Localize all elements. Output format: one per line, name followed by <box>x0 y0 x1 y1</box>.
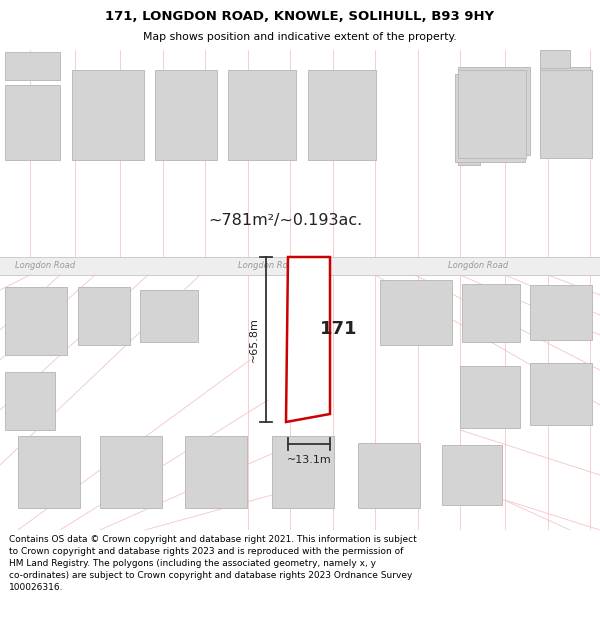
Text: 171, LONGDON ROAD, KNOWLE, SOLIHULL, B93 9HY: 171, LONGDON ROAD, KNOWLE, SOLIHULL, B93… <box>106 10 494 23</box>
Bar <box>462 284 520 342</box>
Bar <box>228 70 296 160</box>
Bar <box>140 290 198 342</box>
Bar <box>72 70 144 160</box>
Bar <box>272 436 334 508</box>
Text: Map shows position and indicative extent of the property.: Map shows position and indicative extent… <box>143 32 457 43</box>
Text: ~65.8m: ~65.8m <box>249 317 259 362</box>
Bar <box>18 436 80 508</box>
Bar <box>5 372 55 430</box>
Text: Contains OS data © Crown copyright and database right 2021. This information is : Contains OS data © Crown copyright and d… <box>9 535 417 592</box>
Bar <box>5 287 67 355</box>
Polygon shape <box>286 257 330 422</box>
Text: 171: 171 <box>320 321 358 339</box>
Bar <box>530 285 592 340</box>
Bar <box>5 52 60 80</box>
Bar <box>0 257 600 275</box>
Bar <box>308 70 376 160</box>
Bar <box>540 70 592 158</box>
Bar <box>78 287 130 345</box>
Bar <box>5 85 60 160</box>
Bar <box>185 436 247 508</box>
Bar <box>540 50 570 68</box>
Bar <box>155 70 217 160</box>
Bar <box>460 366 520 428</box>
Bar <box>530 363 592 425</box>
Bar <box>358 443 420 508</box>
Bar <box>540 67 590 155</box>
Text: Longdon Road: Longdon Road <box>448 261 508 271</box>
Text: Longdon Road: Longdon Road <box>238 261 298 271</box>
Bar <box>100 436 162 508</box>
Text: Longdon Road: Longdon Road <box>15 261 75 271</box>
Bar <box>455 74 525 162</box>
Bar <box>458 70 526 158</box>
Bar <box>458 67 530 155</box>
Bar <box>442 445 502 505</box>
Text: ~13.1m: ~13.1m <box>287 455 331 465</box>
Text: ~781m²/~0.193ac.: ~781m²/~0.193ac. <box>208 213 362 228</box>
Bar <box>380 280 452 345</box>
Bar <box>458 155 480 165</box>
